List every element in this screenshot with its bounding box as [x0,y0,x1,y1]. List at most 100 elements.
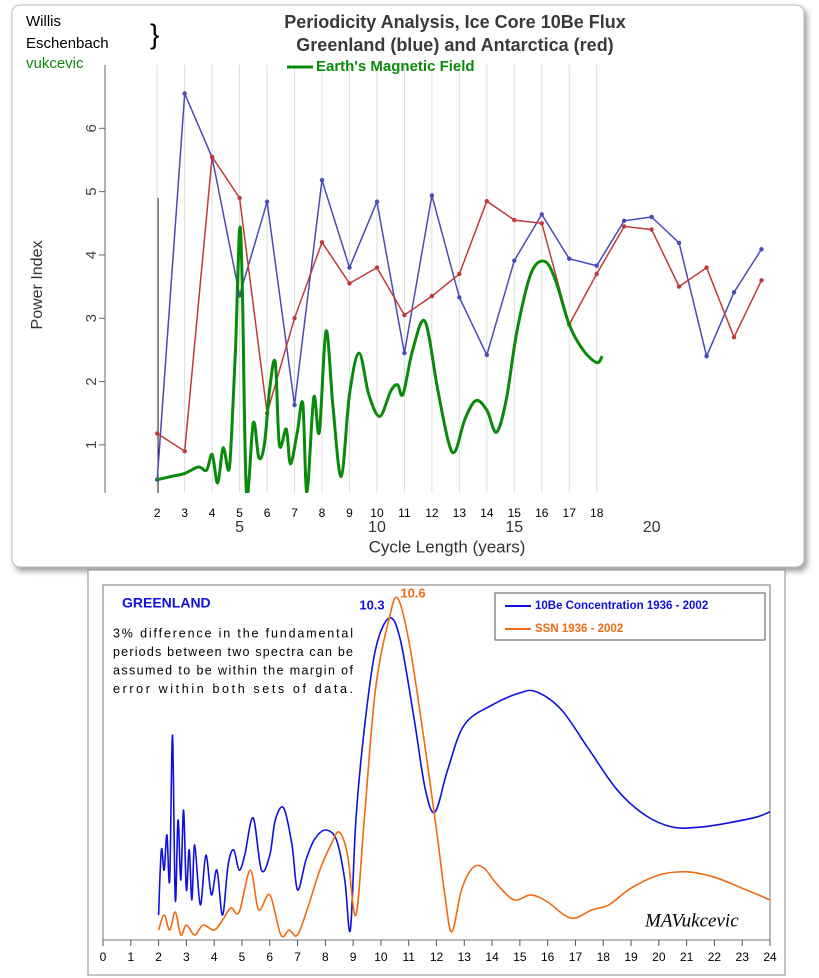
point [621,224,627,229]
x-tick-label: 14 [485,950,499,964]
x-tick-label: 1 [127,950,134,964]
point [512,258,517,263]
point [512,217,517,223]
x-tick-label: 0 [100,950,107,964]
series-line [156,225,604,493]
chart-subtitle: Greenland (blue) and Antarctica (red) [296,35,613,55]
point [759,247,764,252]
x-tick-label: 23 [736,950,750,964]
x-tick-label: 6 [266,950,273,964]
x-tick-label-small: 10 [370,506,384,520]
y-tick-label: 4 [83,251,100,259]
series-line [157,596,771,938]
point [484,198,490,204]
legend-label: 10Be Concentration 1936 - 2002 [535,600,708,612]
point [567,256,572,261]
point [457,295,462,300]
y-tick-label: 1 [83,441,100,449]
point [402,312,407,318]
x-tick-label: 15 [505,519,523,536]
note-line: error within both sets of data. [113,682,353,696]
x-tick-label: 12 [430,950,444,964]
x-tick-label: 13 [458,950,472,964]
x-tick-label-small: 11 [398,506,411,520]
point [539,212,544,217]
top-panel [11,4,805,568]
point [319,240,325,245]
x-tick-label: 5 [239,950,246,964]
legend-box [494,592,766,641]
point [621,218,627,223]
point [347,281,352,286]
y-axis-label: Power Index [29,241,46,330]
point [731,290,737,295]
x-tick-label: 10 [374,950,388,964]
series-line [157,616,771,933]
x-axis-label: Cycle Length (years) [369,537,526,556]
legend-label: Earth's Magnetic Field [316,58,475,75]
x-tick-label-small: 15 [508,506,522,520]
point [154,431,160,436]
x-tick-label: 7 [294,950,301,964]
point [374,265,380,270]
x-tick-label-small: 17 [563,506,577,520]
x-tick-label: 17 [569,950,583,964]
point [374,199,380,204]
point [292,402,297,408]
point [704,265,709,270]
point [704,354,709,359]
note-line: assumed to be within the margin of [113,663,354,677]
x-tick-label-small: 18 [590,506,604,520]
point [402,350,407,356]
top-chart: Willis Eschenbach} vukcevic Periodicity Ana… [26,12,764,556]
point [457,271,462,277]
x-tick-label-small: 16 [535,506,549,520]
point [237,195,242,201]
bottom-chart: 0 1 2 3 4 5 6 7 8 9 10 11 12 13 14 15 16 17 18 19 20 21 22 23 24… [100,585,777,964]
point [649,214,654,220]
region-label: GREENLAND [122,595,211,611]
x-tick-label: 10 [368,519,386,536]
x-tick-label: 3 [183,950,190,964]
point [649,227,654,232]
point [264,199,270,204]
point [347,265,352,270]
x-tick-label-small: 4 [209,506,216,520]
peak-label: 10.3 [359,597,384,612]
x-tick-label-small: 7 [291,506,298,520]
point [209,154,215,160]
x-tick-label-small: 9 [346,506,353,520]
peak-label: 10.6 [400,585,425,600]
x-tick-label: 11 [402,950,415,964]
point [676,240,682,246]
author: Eschenbach [26,35,109,52]
point [429,293,435,299]
x-tick-label: 21 [680,950,694,964]
x-tick-label: 19 [624,950,638,964]
x-tick-label-small: 12 [425,506,439,520]
x-tick-label-small: 14 [480,506,494,520]
point [594,263,599,268]
author-2: vukcevic [26,55,84,72]
x-tick-label: 4 [211,950,218,964]
point [731,335,737,340]
y-tick-label: 3 [83,314,100,322]
y-tick-label: 5 [83,187,100,195]
x-tick-label: 16 [541,950,555,964]
author-brace: } [150,18,159,49]
chart-title: Periodicity Analysis, Ice Core 10Be Flux [284,12,625,32]
point [182,449,187,454]
point [539,221,544,226]
x-tick-label-small: 5 [236,506,243,520]
x-tick-label: 24 [763,950,777,964]
x-tick-label: 2 [155,950,162,964]
x-tick-label-small: 13 [453,506,467,520]
point [759,278,764,283]
x-tick-label: 15 [513,950,527,964]
x-tick-label: 20 [652,950,666,964]
plot [154,91,764,493]
signature: MAVukcevic [644,910,739,931]
x-tick-label: 18 [597,950,611,964]
x-tick-label: 8 [322,950,329,964]
